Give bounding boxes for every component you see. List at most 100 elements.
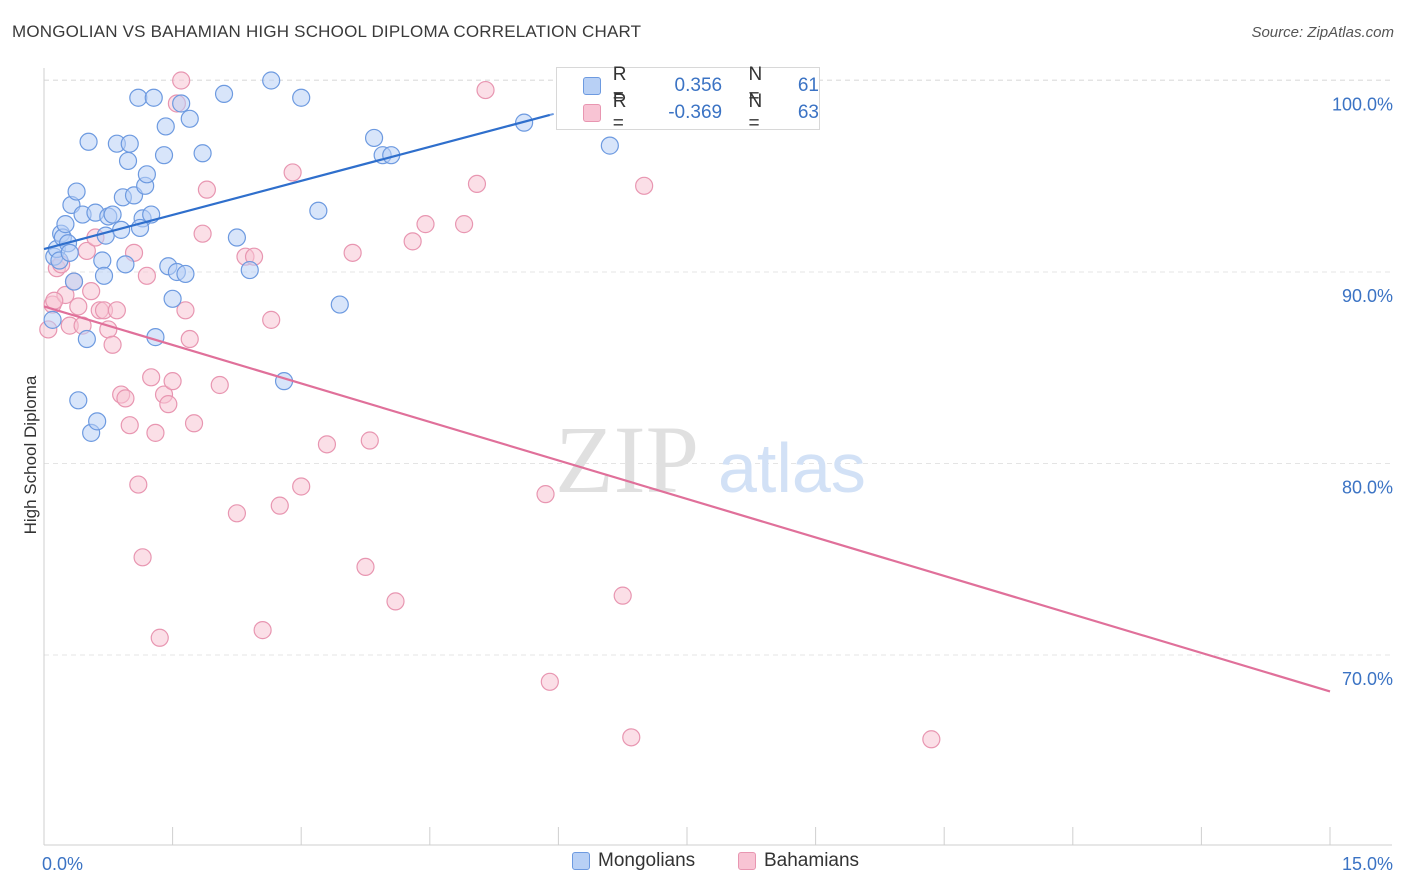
stats-r-label: R = — [612, 64, 627, 107]
legend-item-mongolians[interactable]: Mongolians — [572, 850, 695, 872]
bahamians-point-52 — [416, 215, 435, 234]
mongolians-point-42 — [193, 144, 212, 163]
bahamians-point-29 — [163, 372, 182, 391]
chart-title: MONGOLIAN VS BAHAMIAN HIGH SCHOOL DIPLOM… — [12, 22, 642, 41]
bahamians-trendline — [43, 305, 1331, 693]
mongolians-point-50 — [330, 295, 349, 314]
mongolians-point-15 — [93, 251, 112, 270]
legend-label-mongolians: Mongolians — [598, 850, 696, 871]
mongolians-point-60 — [60, 243, 79, 262]
bahamians-point-60 — [635, 176, 654, 195]
bahamians-point-51 — [403, 232, 422, 251]
bahamians-point-45 — [292, 477, 311, 496]
y-axis-label: High School Diploma — [21, 375, 40, 534]
mongolians-point-32 — [144, 88, 163, 107]
mongolians-point-19 — [103, 205, 122, 224]
legend-label-bahamians: Bahamians — [764, 850, 860, 871]
stats-r-mongolians: 0.356 — [674, 75, 723, 96]
bahamians-point-47 — [343, 243, 362, 262]
bahamians-point-61 — [922, 730, 941, 749]
bahamians-point-7 — [69, 297, 88, 316]
source-label: Source: ZipAtlas.com — [1251, 24, 1394, 41]
bahamians-point-42 — [262, 310, 281, 329]
stats-r-bahamians: -0.369 — [668, 102, 723, 123]
mongolians-point-9 — [67, 182, 86, 201]
bahamians-point-41 — [253, 621, 272, 640]
stats-n-mongolians: 61 — [797, 75, 819, 96]
mongolians-point-37 — [163, 289, 182, 308]
bahamians-point-16 — [107, 301, 126, 320]
bahamians-point-36 — [197, 180, 216, 199]
y-tick-label-2: 90.0% — [1342, 286, 1393, 306]
stats-swatch-bahamians — [583, 104, 601, 122]
bahamians-point-15 — [103, 335, 122, 354]
y-tick-labels: 70.0% 80.0% 90.0% 100.0% — [1332, 95, 1393, 690]
bahamians-point-34 — [184, 414, 204, 433]
bahamians-point-53 — [454, 215, 474, 234]
bahamians-point-18 — [116, 389, 135, 408]
bahamians-point-19 — [120, 416, 139, 435]
mongolians-point-17 — [96, 226, 115, 245]
mongolians-point-49 — [309, 201, 328, 220]
bahamians-point-57 — [540, 672, 559, 691]
watermark-atlas: atlas — [718, 429, 866, 507]
legend-item-bahamians[interactable]: Bahamians — [738, 850, 859, 872]
mongolians-point-34 — [154, 146, 174, 165]
bahamians-point-44 — [283, 163, 302, 182]
mongolians-point-11 — [77, 329, 96, 349]
mongolians-point-25 — [120, 134, 139, 153]
y-tick-label-1: 80.0% — [1342, 478, 1393, 498]
bahamians-point-48 — [356, 557, 375, 577]
bahamians-point-56 — [536, 485, 555, 504]
x-tick-label-1: 15.0% — [1342, 854, 1393, 874]
mongolians-point-16 — [94, 266, 114, 285]
bahamians-point-38 — [227, 504, 246, 523]
mongolians-point-23 — [116, 255, 135, 274]
trendlines — [43, 79, 1331, 693]
correlation-stats-box: R = 0.356 N = 61 R = -0.369 N = 63 — [556, 64, 820, 134]
stats-n-bahamians: 63 — [797, 102, 819, 123]
bahamians-point-24 — [142, 368, 161, 387]
stats-n-label: N = — [748, 64, 763, 107]
bahamians-point-35 — [193, 224, 212, 243]
mongolians-point-48 — [292, 88, 311, 107]
x-tick-labels: 0.0% 15.0% — [42, 854, 1393, 874]
bahamians-point-28 — [159, 395, 178, 414]
mongolians-point-44 — [227, 228, 246, 247]
bahamians-point-54 — [467, 174, 487, 194]
bahamians-point-31 — [172, 71, 191, 90]
mongolians-point-35 — [156, 117, 175, 136]
mongolians-point-5 — [56, 215, 75, 234]
bahamians-point-49 — [360, 431, 379, 450]
bahamians-point-21 — [129, 475, 148, 494]
bahamians-point-32 — [176, 301, 195, 320]
bahamians-point-10 — [82, 282, 101, 301]
mongolians-point-14 — [88, 412, 107, 431]
mongolians-point-43 — [214, 84, 234, 104]
stats-r-label: R = — [612, 91, 627, 134]
legend: Mongolians Bahamians — [0, 850, 1406, 880]
mongolians-point-58 — [69, 391, 88, 410]
y-tick-label-3: 100.0% — [1332, 95, 1393, 115]
bahamians-point-25 — [146, 423, 165, 442]
stats-row-mongolians: R = 0.356 N = 61 — [583, 64, 819, 107]
bahamians-point-23 — [137, 266, 156, 285]
bahamians-points — [39, 71, 941, 749]
bahamians-point-59 — [622, 728, 641, 747]
mongolians-point-30 — [137, 165, 156, 184]
axes — [43, 68, 1392, 846]
mongolians-point-27 — [129, 88, 148, 107]
bahamians-point-22 — [133, 548, 152, 567]
stats-row-bahamians: R = -0.369 N = 63 — [583, 91, 819, 134]
mongolians-point-46 — [262, 71, 281, 90]
legend-swatch-mongolians — [572, 852, 590, 870]
mongolians-point-45 — [240, 260, 259, 280]
mongolians-point-40 — [176, 264, 195, 284]
stats-swatch-mongolians — [583, 77, 601, 95]
legend-swatch-bahamians — [738, 852, 756, 870]
mongolians-trendline — [43, 113, 551, 251]
bahamians-point-26 — [150, 628, 169, 647]
bahamians-point-43 — [270, 496, 289, 515]
bahamians-point-58 — [613, 586, 632, 605]
